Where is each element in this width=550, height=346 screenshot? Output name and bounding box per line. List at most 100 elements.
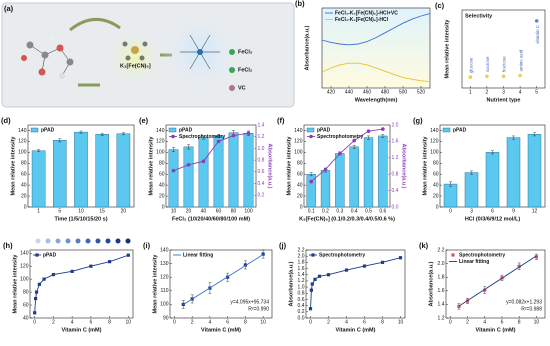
y-tick-label: 1.4 [298, 272, 305, 278]
error-bar [217, 134, 220, 138]
x-tick-label: 1 [37, 208, 40, 214]
error-bar [79, 130, 83, 134]
x-tick-label: 6 [226, 319, 229, 325]
y2-tick-label: 1.4 [258, 122, 265, 128]
panel-label: (i) [143, 241, 151, 250]
legend-swatch [306, 127, 315, 133]
x-axis-label: Vitamin C (mM) [62, 327, 102, 333]
series-line [34, 254, 129, 313]
y-tick-label: 20 [297, 193, 303, 199]
annotation: R²=0.990 [248, 306, 269, 312]
x-tick-label: 80 [231, 208, 237, 214]
panel: (c) Selectivity 1 2 3 4 5 Nutrient type Mean rel… [435, 1, 546, 103]
legend-label: Spectrophotometry [319, 252, 365, 258]
y2-tick-label: 1.2 [392, 155, 399, 161]
bar [95, 134, 109, 208]
legend-swatch [168, 127, 177, 133]
x-tick-label: 0.3 [336, 208, 343, 214]
bar [320, 170, 331, 208]
x-tick-label: 6 [363, 319, 366, 325]
point [186, 163, 191, 167]
point [171, 168, 176, 173]
point [231, 133, 236, 138]
y2-axis-label: Absorbance(a.u.) [267, 144, 273, 189]
x-tick-label: 8 [518, 319, 521, 325]
legend-label: pPAD [453, 127, 467, 133]
y-tick-label: 0 [436, 204, 439, 210]
point-label: sucrose [485, 56, 490, 72]
x-tick-label: 3 [470, 208, 473, 214]
x-axis-label: Wavelength(nm) [355, 97, 398, 103]
panel-label: (d) [1, 116, 11, 125]
y-tick-label: 20 [159, 193, 165, 199]
x-axis-label: Vitamin C (mM) [336, 327, 376, 333]
y-tick-label: 120 [430, 139, 439, 145]
x-tick-label: 15 [99, 208, 105, 214]
y-tick-label: 120 [156, 139, 165, 145]
bar [168, 149, 179, 208]
series-line [321, 13, 431, 46]
y-tick-label: 120 [20, 264, 29, 270]
point [501, 74, 506, 79]
y2-tick-label: 0.8 [392, 172, 399, 178]
panel-label: (f) [277, 116, 285, 125]
plot-frame [445, 249, 546, 319]
point-label: vitamin C [535, 24, 540, 44]
y-tick-label: 60 [159, 172, 165, 178]
x-tick-label: 4 [209, 319, 212, 325]
point [37, 282, 41, 286]
legend-label: Linear fitting [183, 252, 213, 258]
y-tick-label: 1.6 [438, 288, 445, 294]
panel-label: (e) [139, 116, 149, 125]
point [326, 273, 331, 277]
panel: (g) 0 20 40 60 80 100 120 140 0 3 6 9 12 HCl (0/3/6/9/… [413, 116, 546, 222]
legend-dot [229, 85, 235, 91]
x-tick-label: 0 [449, 319, 452, 325]
point [34, 296, 38, 301]
y-tick-label: 0.0 [298, 315, 305, 321]
y-tick-label: 60 [21, 172, 27, 178]
y-tick-label: 80 [159, 161, 165, 167]
x-tick-label: 0.5 [365, 208, 372, 214]
error-bar [58, 138, 62, 143]
x-tick-label: 10 [126, 319, 132, 325]
x-axis-label: Vitamin C (mM) [476, 327, 516, 333]
plot-frame [165, 124, 257, 208]
bar [53, 140, 67, 208]
legend-dot [229, 49, 235, 55]
point [243, 263, 247, 267]
point [126, 253, 130, 257]
panel: (h) 40 60 80 100 120 140 0 2 4 6 8 10 Vitamin C (mM) M… [3, 241, 134, 333]
molecule-ferricyanide [122, 41, 148, 61]
plot-frame [303, 124, 391, 208]
y-tick-label: 140 [18, 128, 27, 134]
x-tick-label: 100 [244, 208, 253, 214]
error-bar [100, 133, 104, 136]
point [534, 19, 539, 23]
y-tick-label: 90 [163, 315, 169, 321]
y-tick-label: 1.0 [298, 284, 305, 290]
y-tick-label: 130 [160, 261, 169, 267]
y-tick-label: 2.2 [438, 247, 445, 253]
y2-tick-label: 0.4 [258, 181, 265, 187]
point [352, 138, 356, 143]
y2-tick-label: 0.4 [392, 188, 399, 194]
point [483, 288, 487, 292]
y-tick-label: 40 [159, 182, 165, 188]
bar [243, 132, 254, 208]
y-tick-label: 0.4 [298, 303, 305, 309]
x-tick-label: 40 [201, 208, 207, 214]
error-bar [512, 135, 515, 140]
point [310, 282, 314, 286]
plot-frame [305, 249, 406, 319]
y-axis-label: Mean relative intensity [152, 254, 158, 314]
x-tick-label: 20 [121, 208, 127, 214]
chart-title: Selectivity [465, 13, 493, 19]
x-tick-label: 9 [512, 208, 515, 214]
x-tick-label: 520 [417, 89, 426, 95]
point [309, 288, 313, 292]
y-tick-label: 100 [156, 150, 165, 156]
error-bar [121, 132, 125, 136]
bar [74, 131, 88, 208]
annotation: y=4.095x+95.734 [230, 299, 269, 305]
